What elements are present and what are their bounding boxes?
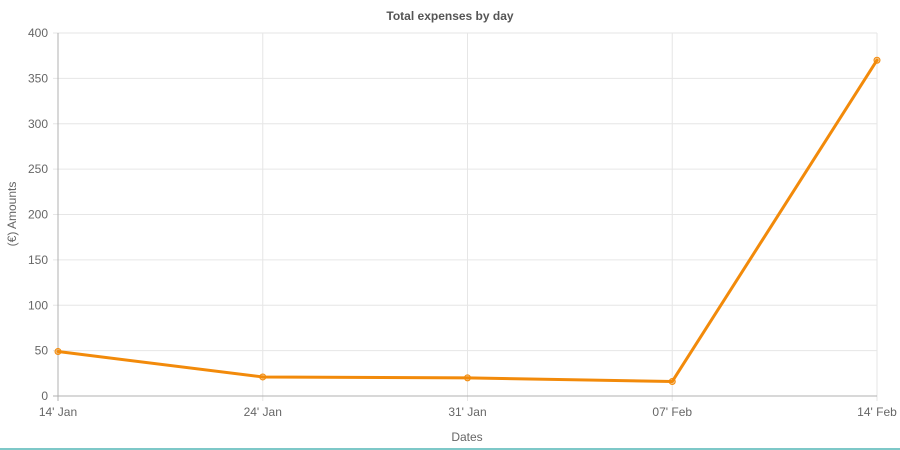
data-point[interactable] bbox=[668, 377, 676, 385]
series-group bbox=[54, 56, 881, 385]
data-point[interactable] bbox=[54, 348, 62, 356]
y-tick-label: 100 bbox=[28, 298, 48, 312]
y-tick-label: 150 bbox=[28, 253, 48, 267]
x-tick-label: 14' Feb bbox=[857, 405, 897, 419]
x-tick-label: 14' Jan bbox=[39, 405, 77, 419]
y-tick-label: 50 bbox=[35, 344, 49, 358]
x-tick-label: 31' Jan bbox=[448, 405, 486, 419]
y-tick-label: 0 bbox=[41, 389, 48, 403]
axes bbox=[57, 33, 877, 397]
data-point[interactable] bbox=[259, 373, 267, 381]
x-tick-label: 24' Jan bbox=[244, 405, 282, 419]
data-point[interactable] bbox=[464, 374, 471, 382]
grid-lines bbox=[53, 32, 878, 401]
chart-title: Total expenses by day bbox=[386, 9, 513, 23]
y-axis-label: (€) Amounts bbox=[5, 182, 19, 247]
y-tick-labels: 0 50 100 150 200 250 300 350 400 bbox=[28, 26, 48, 403]
bottom-border bbox=[0, 448, 900, 450]
data-point[interactable] bbox=[873, 56, 881, 64]
series-line bbox=[56, 58, 879, 383]
x-tick-labels: 14' Jan 24' Jan 31' Jan 07' Feb 14' Feb bbox=[39, 405, 897, 419]
y-tick-label: 200 bbox=[28, 208, 48, 222]
y-tick-label: 350 bbox=[28, 71, 48, 85]
y-tick-label: 400 bbox=[28, 26, 48, 40]
y-tick-label: 250 bbox=[28, 162, 48, 176]
x-axis-label: Dates bbox=[451, 430, 482, 444]
y-tick-label: 300 bbox=[28, 117, 48, 131]
x-tick-label: 07' Feb bbox=[652, 405, 692, 419]
